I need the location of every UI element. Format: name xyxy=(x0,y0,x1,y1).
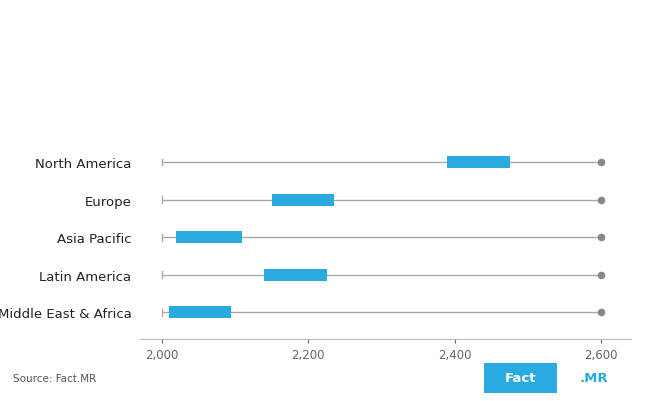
Text: Assistive Technologies Demand for Visually Impaired Market Size (US$ Mn): Assistive Technologies Demand for Visual… xyxy=(13,5,601,19)
FancyBboxPatch shape xyxy=(484,363,558,393)
FancyBboxPatch shape xyxy=(272,194,334,206)
FancyBboxPatch shape xyxy=(169,307,231,318)
Text: .MR: .MR xyxy=(580,371,608,384)
Text: Fact: Fact xyxy=(505,371,536,384)
Text: Forecast: Forecast xyxy=(13,49,77,62)
Text: , By Region 2020 - 2026: , By Region 2020 - 2026 xyxy=(57,49,218,62)
Text: Source: Fact.MR: Source: Fact.MR xyxy=(13,373,96,383)
FancyBboxPatch shape xyxy=(447,156,510,168)
FancyBboxPatch shape xyxy=(176,232,242,243)
FancyBboxPatch shape xyxy=(265,269,326,281)
